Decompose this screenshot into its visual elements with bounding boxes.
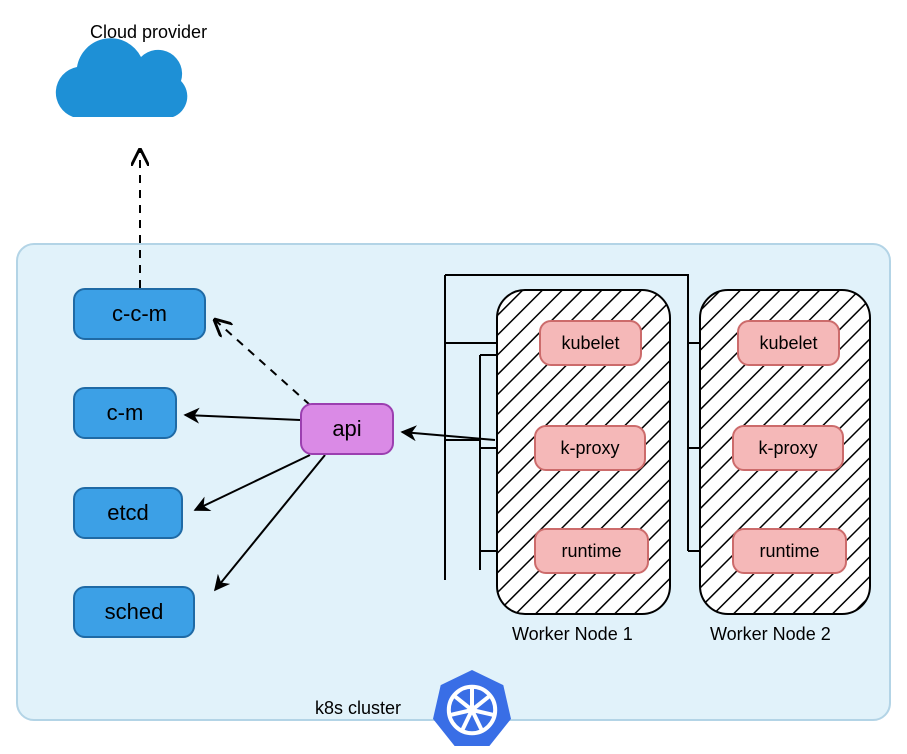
worker-node-2-label: Worker Node 2 — [710, 624, 831, 645]
node-runtime: runtime — [732, 528, 847, 574]
node-sched: sched — [73, 586, 195, 638]
node-kubelet: kubelet — [539, 320, 642, 366]
node-kproxy: k-proxy — [732, 425, 844, 471]
node-api: api — [300, 403, 394, 455]
node-runtime: runtime — [534, 528, 649, 574]
node-etcd: etcd — [73, 487, 183, 539]
cloud-provider-label: Cloud provider — [90, 22, 207, 43]
cluster-label: k8s cluster — [315, 698, 401, 719]
node-kproxy: k-proxy — [534, 425, 646, 471]
node-cm: c-m — [73, 387, 177, 439]
worker-node-1-label: Worker Node 1 — [512, 624, 633, 645]
node-ccm: c-c-m — [73, 288, 206, 340]
node-kubelet: kubelet — [737, 320, 840, 366]
diagram-canvas: c-c-m c-m etcd sched api kubelet k-proxy runtim… — [0, 0, 907, 754]
